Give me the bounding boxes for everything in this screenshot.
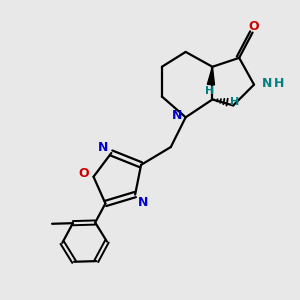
Text: N: N xyxy=(98,141,108,154)
Text: H: H xyxy=(230,98,239,107)
Text: N: N xyxy=(138,196,148,208)
Polygon shape xyxy=(207,67,214,85)
Text: H: H xyxy=(274,76,284,90)
Text: O: O xyxy=(79,167,89,180)
Text: N: N xyxy=(262,76,273,90)
Text: O: O xyxy=(249,20,259,33)
Text: N: N xyxy=(172,109,182,122)
Text: H: H xyxy=(206,86,215,96)
